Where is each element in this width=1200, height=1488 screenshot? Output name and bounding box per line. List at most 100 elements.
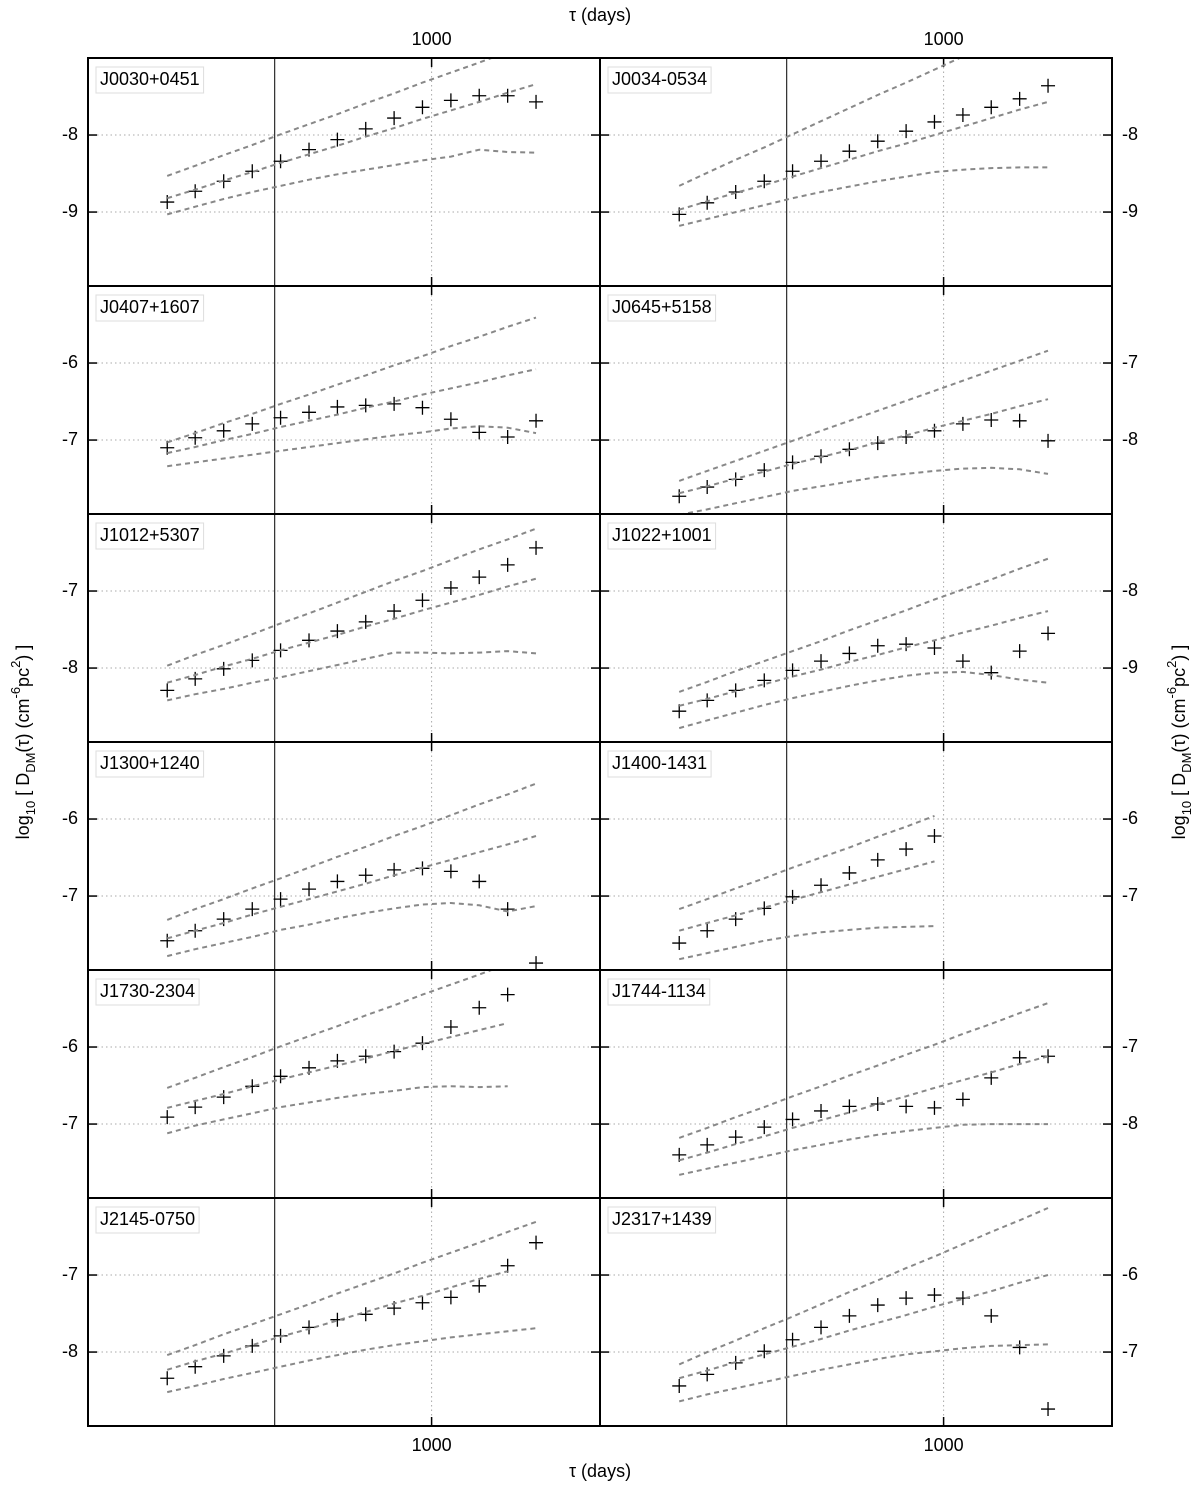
- dashed-line: [678, 557, 1049, 693]
- dashed-line: [678, 58, 963, 187]
- y-axis-title-part: [ D: [1169, 773, 1189, 801]
- data-point: [757, 174, 772, 189]
- data-point: [472, 1000, 487, 1015]
- dashed-line: [166, 368, 537, 455]
- data-point: [984, 665, 999, 680]
- data-point: [984, 413, 999, 428]
- y-tick-label: -7: [1122, 352, 1138, 372]
- panel: [600, 58, 1112, 286]
- data-point: [188, 1100, 203, 1115]
- data-point: [984, 100, 999, 115]
- dashed-line: [678, 1123, 1048, 1176]
- data-point: [870, 638, 885, 653]
- data-point: [1012, 91, 1027, 106]
- panel: [88, 286, 600, 514]
- data-point: [415, 593, 430, 608]
- data-point: [472, 425, 487, 440]
- dashed-line: [678, 1343, 1049, 1403]
- dashed-line: [166, 1022, 508, 1109]
- panel-label: J2317+1439: [612, 1209, 712, 1229]
- data-point: [529, 94, 544, 109]
- data-point: [842, 144, 857, 159]
- panel-label: J1300+1240: [100, 753, 200, 773]
- dashed-line: [166, 148, 537, 216]
- panel: [600, 286, 1112, 514]
- y-axis-title-part: 10: [23, 801, 38, 815]
- panel-label-box: [607, 294, 717, 322]
- data-point: [302, 405, 317, 420]
- data-point: [443, 1290, 458, 1305]
- y-axis-title-part: log: [13, 815, 33, 839]
- data-point: [160, 1371, 175, 1386]
- panel-label-box: [95, 978, 200, 1006]
- y-tick-label: -7: [1122, 1341, 1138, 1361]
- data-point: [927, 641, 942, 656]
- dashed-line: [166, 1085, 508, 1135]
- dashed-line: [678, 398, 1049, 495]
- panel-label: J1022+1001: [612, 525, 712, 545]
- data-point: [927, 114, 942, 129]
- dashed-line: [166, 970, 495, 1089]
- data-point: [358, 614, 373, 629]
- dashed-line: [679, 466, 1049, 514]
- y-tick-label: -7: [62, 1264, 78, 1284]
- panel-label: J1744-1134: [612, 981, 706, 1001]
- x-axis-title: τ (days): [569, 1461, 631, 1481]
- panel-label: J1012+5307: [100, 525, 200, 545]
- y-axis-title-part: pc: [13, 668, 33, 687]
- data-point: [472, 1278, 487, 1293]
- y-tick-label: -6: [62, 1036, 78, 1056]
- y-tick-label: -6: [62, 352, 78, 372]
- panel-label-box: [607, 1206, 717, 1234]
- panel: [600, 1198, 1112, 1426]
- dashed-line: [166, 901, 537, 958]
- data-point: [415, 400, 430, 415]
- data-point: [870, 134, 885, 149]
- data-point: [302, 1320, 317, 1335]
- y-axis-title: log10 [ DDM(τ) (cm-6pc2) ]: [8, 645, 38, 840]
- y-axis-title-part: ) ]: [1169, 645, 1189, 661]
- data-point: [1012, 1340, 1027, 1355]
- data-point: [728, 1130, 743, 1145]
- y-tick-label: -7: [62, 885, 78, 905]
- panel-label: J1400-1431: [612, 753, 707, 773]
- y-tick-label: -6: [62, 808, 78, 828]
- data-point: [700, 1137, 715, 1152]
- y-axis-title-part: 10: [1179, 801, 1194, 815]
- dashed-line: [678, 1055, 1049, 1162]
- data-point: [273, 892, 288, 907]
- data-point: [188, 671, 203, 686]
- x-axis-title: τ (days): [569, 5, 631, 25]
- data-point: [245, 1079, 260, 1094]
- data-point: [757, 673, 772, 688]
- data-point: [785, 1112, 800, 1127]
- dashed-line: [166, 835, 537, 940]
- dashed-line: [166, 1270, 508, 1371]
- data-point: [1041, 1049, 1056, 1064]
- data-point: [1012, 413, 1027, 428]
- data-point: [273, 154, 288, 169]
- data-point: [216, 912, 231, 927]
- data-point: [245, 902, 260, 917]
- data-point: [160, 933, 175, 948]
- dashed-line: [166, 58, 495, 177]
- data-point: [785, 663, 800, 678]
- y-tick-label: -6: [1122, 1264, 1138, 1284]
- data-point: [1041, 626, 1056, 641]
- data-point: [302, 633, 317, 648]
- data-point: [814, 654, 829, 669]
- x-tick-label: 1000: [412, 1435, 452, 1455]
- y-tick-label: -8: [1122, 124, 1138, 144]
- data-point: [757, 1344, 772, 1359]
- data-point: [358, 398, 373, 413]
- data-point: [216, 1090, 231, 1105]
- data-point: [899, 124, 914, 139]
- data-point: [500, 902, 515, 917]
- panel: [88, 1198, 600, 1426]
- data-point: [415, 100, 430, 115]
- dashed-line: [678, 860, 935, 932]
- panel-label-box: [95, 294, 205, 322]
- panel-label: J2145-0750: [100, 1209, 195, 1229]
- data-point: [785, 1332, 800, 1347]
